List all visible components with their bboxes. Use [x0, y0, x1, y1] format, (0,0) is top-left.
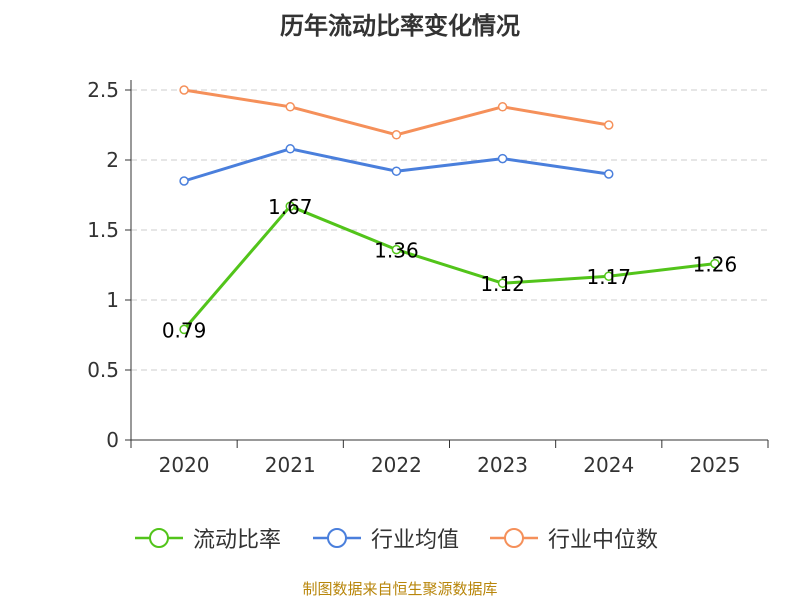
- y-tick-label: 1.5: [87, 218, 119, 242]
- axes: 0 0.5 1 1.5 2 2.5 2020 2021 2022 2023 2024 2025: [87, 78, 769, 477]
- series-line-2: [183, 88, 610, 137]
- y-tick-label: 2: [106, 148, 119, 172]
- data-label: 0.79: [162, 318, 207, 342]
- data-label: 1.67: [268, 195, 313, 219]
- data-point: [179, 176, 189, 186]
- legend-label: 行业中位数: [548, 528, 659, 553]
- x-tick-label: 2024: [583, 453, 634, 477]
- data-point: [391, 166, 402, 176]
- data-label: 1.17: [586, 265, 631, 289]
- data-point: [391, 244, 402, 255]
- source-note: 制图数据来自恒生聚源数据库: [302, 580, 498, 598]
- y-tick-label: 1: [106, 288, 119, 312]
- legend: 流动比率 行业均值 行业中位数: [0, 520, 800, 556]
- data-point: [604, 271, 614, 281]
- x-tick-label: 2025: [689, 453, 740, 477]
- data-point: [179, 324, 189, 335]
- chart-title: 历年流动比率变化情况: [280, 12, 520, 40]
- data-point: [285, 144, 295, 154]
- data-label: 1.26: [693, 253, 738, 277]
- data-label: 1.36: [374, 239, 419, 263]
- y-tick-label: 2.5: [87, 78, 119, 102]
- y-tick-label: 0.5: [87, 358, 119, 382]
- legend-marker-icon: [135, 528, 183, 548]
- y-tick-label: 0: [106, 428, 119, 452]
- x-tick-label: 2022: [371, 453, 422, 477]
- data-point: [497, 278, 508, 288]
- data-labels: 0.79 1.67 1.36 1.12 1.17 1.26: [162, 195, 737, 342]
- data-point: [285, 102, 295, 112]
- data-point: [497, 153, 508, 164]
- series-line-0: [182, 204, 716, 331]
- x-tick-label: 2021: [265, 453, 316, 477]
- data-point: [604, 120, 614, 130]
- legend-item-1[interactable]: 行业均值: [311, 520, 459, 556]
- x-tick-label: 2023: [477, 453, 528, 477]
- legend-item-0[interactable]: 流动比率: [133, 520, 281, 556]
- legend-marker-icon: [313, 528, 361, 548]
- data-point: [179, 85, 189, 95]
- legend-marker-icon: [490, 528, 538, 548]
- legend-item-2[interactable]: 行业中位数: [488, 520, 658, 556]
- series-line-1: [183, 147, 609, 183]
- data-point: [285, 201, 295, 211]
- series-lines: [179, 85, 720, 335]
- legend-label: 流动比率: [193, 528, 282, 553]
- data-label: 1.12: [480, 272, 525, 296]
- legend-label: 行业均值: [371, 528, 460, 553]
- grid-lines: [131, 89, 768, 371]
- data-point: [497, 102, 508, 112]
- data-point: [604, 169, 614, 179]
- line-chart: 0 0.5 1 1.5 2 2.5 2020 2021 2022 2023 2024 2025 0.7…: [87, 78, 769, 477]
- data-point: [391, 130, 402, 140]
- x-tick-label: 2020: [159, 453, 210, 477]
- data-point: [710, 258, 720, 269]
